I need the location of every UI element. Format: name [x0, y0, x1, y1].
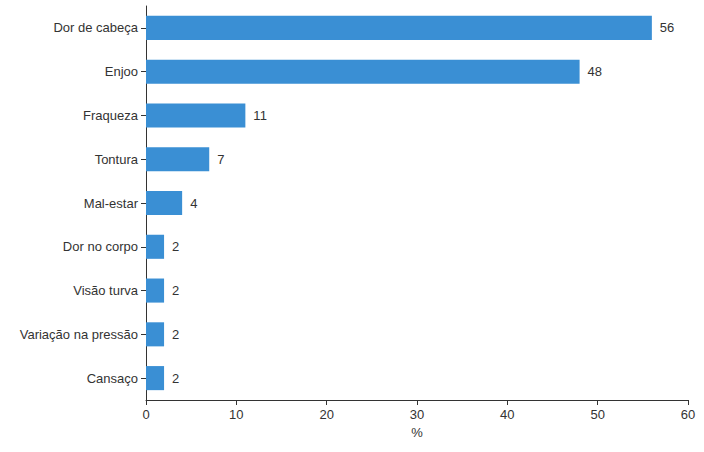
- svg-text:Dor no corpo: Dor no corpo: [63, 239, 138, 254]
- svg-text:60: 60: [681, 407, 695, 422]
- svg-text:56: 56: [660, 20, 674, 35]
- svg-text:40: 40: [500, 407, 514, 422]
- svg-text:2: 2: [172, 239, 179, 254]
- svg-text:Dor de cabeça: Dor de cabeça: [53, 20, 138, 35]
- svg-text:30: 30: [410, 407, 424, 422]
- svg-text:48: 48: [588, 64, 602, 79]
- svg-text:2: 2: [172, 371, 179, 386]
- svg-text:0: 0: [142, 407, 149, 422]
- svg-text:50: 50: [590, 407, 604, 422]
- svg-text:4: 4: [190, 196, 197, 211]
- svg-text:2: 2: [172, 327, 179, 342]
- svg-text:Enjoo: Enjoo: [105, 64, 138, 79]
- svg-text:2: 2: [172, 283, 179, 298]
- svg-text:Variação na pressão: Variação na pressão: [20, 327, 138, 342]
- svg-text:10: 10: [229, 407, 243, 422]
- svg-text:Mal-estar: Mal-estar: [84, 196, 139, 211]
- svg-text:Cansaço: Cansaço: [87, 371, 138, 386]
- svg-text:Visão turva: Visão turva: [73, 283, 139, 298]
- svg-text:%: %: [411, 425, 423, 440]
- svg-text:11: 11: [253, 108, 267, 123]
- svg-text:Fraqueza: Fraqueza: [83, 108, 139, 123]
- svg-text:7: 7: [217, 152, 224, 167]
- svg-text:Tontura: Tontura: [95, 152, 139, 167]
- svg-text:20: 20: [319, 407, 333, 422]
